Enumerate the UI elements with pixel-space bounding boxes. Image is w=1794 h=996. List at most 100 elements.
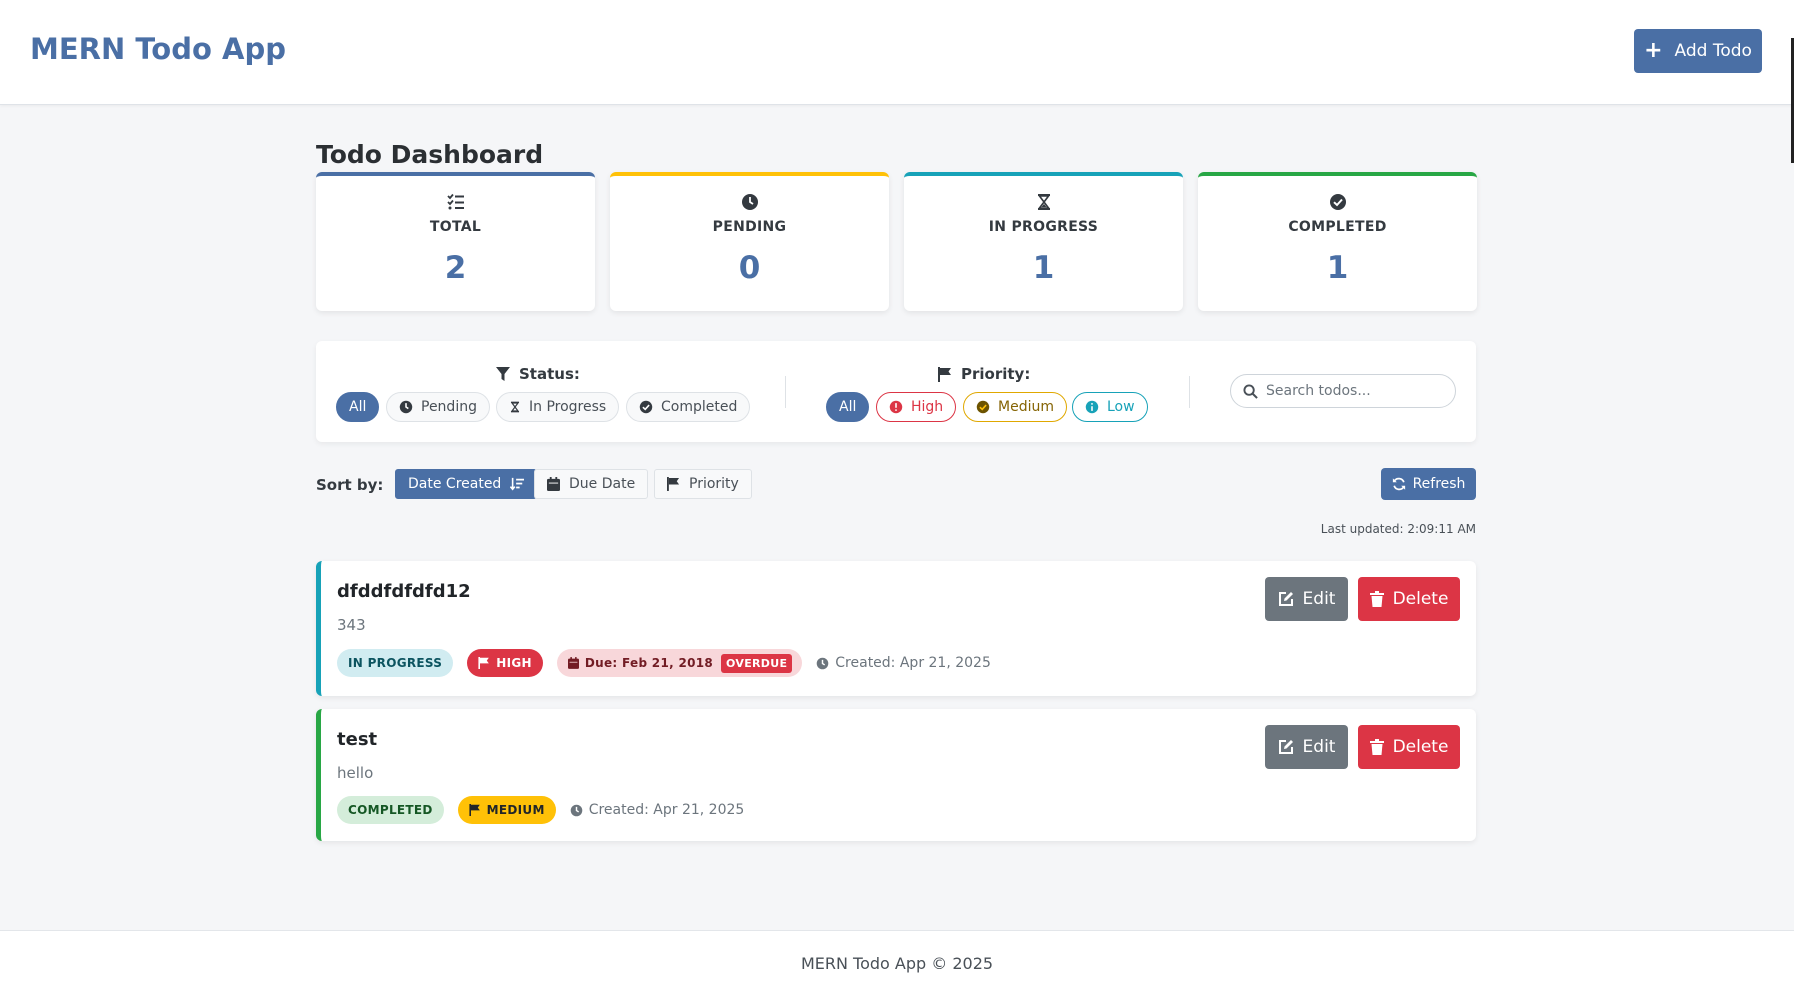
flag-icon — [469, 804, 480, 816]
stat-value: 2 — [444, 250, 467, 286]
sort-due-date-button[interactable]: Due Date — [534, 469, 649, 499]
priority-badge-label: HIGH — [496, 656, 532, 670]
edit-icon — [1278, 740, 1293, 754]
delete-button[interactable]: Delete — [1358, 725, 1460, 769]
overdue-tag: OVERDUE — [721, 653, 793, 673]
todo-title: test — [337, 729, 378, 750]
pill-label: Pending — [421, 399, 477, 415]
page-title: Todo Dashboard — [316, 140, 544, 169]
add-todo-label: Add Todo — [1674, 41, 1752, 61]
status-badge: IN PROGRESS — [337, 649, 454, 677]
filter-divider — [785, 376, 786, 408]
hourglass-icon — [510, 401, 520, 413]
trash-icon — [1369, 591, 1384, 607]
priority-filter-label: Priority: — [961, 365, 1031, 383]
due-date-badge: Due: Feb 21, 2018 OVERDUE — [556, 649, 803, 677]
pill-label: Medium — [998, 399, 1054, 415]
edit-label: Edit — [1302, 589, 1336, 609]
sort-date-created-button[interactable]: Date Created — [395, 469, 538, 499]
refresh-icon — [1392, 477, 1405, 491]
stats-row: TOTAL 2 PENDING 0 IN PROGRESS 1 — [316, 172, 1477, 311]
status-filter-in-progress[interactable]: In Progress — [496, 392, 620, 422]
status-badge-label: COMPLETED — [348, 803, 433, 817]
stat-card-total: TOTAL 2 — [316, 172, 595, 311]
app-brand[interactable]: MERN Todo App — [30, 32, 286, 66]
priority-filter-medium[interactable]: Medium — [963, 392, 1067, 422]
clock-icon — [817, 657, 829, 669]
delete-label: Delete — [1392, 589, 1449, 609]
priority-filter-all[interactable]: All — [826, 392, 870, 422]
due-date-label: Due: Feb 21, 2018 — [584, 656, 714, 670]
sort-option-label: Date Created — [408, 476, 502, 492]
pill-label: Low — [1107, 399, 1135, 415]
priority-badge-label: MEDIUM — [486, 803, 545, 817]
status-filter-title: Status: — [496, 365, 580, 383]
pill-label: All — [839, 399, 857, 415]
check-circle-icon — [639, 400, 653, 414]
refresh-button[interactable]: Refresh — [1381, 468, 1476, 500]
todo-title: dfddfdfdfd12 — [337, 581, 471, 602]
stat-card-pending: PENDING 0 — [610, 172, 889, 311]
app-footer: MERN Todo App © 2025 — [0, 930, 1794, 996]
todo-description: hello — [337, 764, 374, 782]
search-input[interactable] — [1266, 383, 1436, 399]
flag-icon — [667, 477, 680, 491]
todo-actions: Edit Delete — [1265, 577, 1460, 621]
stat-card-completed: COMPLETED 1 — [1198, 172, 1477, 311]
info-circle-icon — [1085, 400, 1099, 414]
priority-filter-high[interactable]: High — [876, 392, 957, 422]
flag-icon — [478, 657, 490, 669]
add-todo-button[interactable]: + Add Todo — [1634, 29, 1762, 73]
stat-value: 0 — [738, 250, 761, 286]
edit-button[interactable]: Edit — [1265, 725, 1348, 769]
delete-button[interactable]: Delete — [1358, 577, 1460, 621]
filter-icon — [496, 366, 510, 381]
trash-icon — [1369, 739, 1384, 755]
scrollbar[interactable] — [1791, 38, 1794, 163]
sort-desc-icon — [510, 477, 525, 491]
created-date-label: Created: Apr 21, 2025 — [835, 655, 991, 671]
todo-meta: IN PROGRESS HIGH Due: Feb 21, 2018 OVERD… — [337, 649, 991, 677]
pill-label: In Progress — [529, 399, 607, 415]
filter-bar: Status: All Pending In Progress Complete… — [316, 341, 1476, 442]
edit-button[interactable]: Edit — [1265, 577, 1348, 621]
edit-label: Edit — [1302, 737, 1336, 757]
sort-option-label: Priority — [689, 476, 739, 492]
status-filter-completed[interactable]: Completed — [626, 392, 751, 422]
plus-icon: + — [1644, 38, 1663, 63]
priority-badge: HIGH — [467, 649, 543, 677]
delete-label: Delete — [1392, 737, 1449, 757]
priority-badge: MEDIUM — [457, 796, 556, 824]
refresh-label: Refresh — [1412, 476, 1466, 492]
pill-label: High — [911, 399, 944, 415]
pill-label: All — [349, 399, 367, 415]
stat-label: PENDING — [712, 219, 787, 235]
created-date: Created: Apr 21, 2025 — [816, 655, 991, 671]
filter-divider — [1189, 376, 1190, 408]
status-filter-label: Status: — [519, 365, 580, 383]
todo-card: test hello COMPLETED MEDIUM Created: Apr… — [316, 709, 1476, 841]
sort-option-label: Due Date — [569, 476, 636, 492]
flag-icon — [938, 366, 951, 382]
clock-icon — [741, 194, 758, 210]
stat-value: 1 — [1326, 250, 1349, 286]
stat-label: TOTAL — [429, 219, 482, 235]
todo-card: dfddfdfdfd12 343 IN PROGRESS HIGH Due: F… — [316, 561, 1476, 696]
sort-label: Sort by: — [316, 476, 384, 494]
stat-value: 1 — [1032, 250, 1055, 286]
last-updated-text: Last updated: 2:09:11 AM — [1320, 522, 1476, 536]
pill-label: Completed — [661, 399, 738, 415]
search-box[interactable] — [1230, 374, 1456, 408]
footer-text: MERN Todo App © 2025 — [800, 954, 994, 973]
status-filter-pending[interactable]: Pending — [386, 392, 490, 422]
created-date: Created: Apr 21, 2025 — [570, 802, 744, 818]
app-header: MERN Todo App + Add Todo — [0, 0, 1794, 105]
todo-meta: COMPLETED MEDIUM Created: Apr 21, 2025 — [337, 796, 744, 824]
stat-label: COMPLETED — [1288, 219, 1387, 235]
priority-filter-low[interactable]: Low — [1072, 392, 1148, 422]
status-filter-all[interactable]: All — [336, 392, 380, 422]
status-badge: COMPLETED — [337, 796, 444, 824]
sort-priority-button[interactable]: Priority — [654, 469, 752, 499]
clock-icon — [399, 400, 413, 414]
check-circle-icon — [976, 400, 990, 414]
